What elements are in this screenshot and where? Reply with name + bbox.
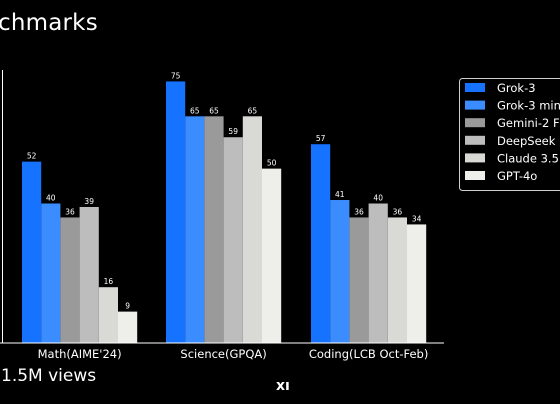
bar-gpt-4o-2 [407,224,427,343]
bar-value-label: 36 [354,207,364,216]
bar-deepseek-1 [223,137,243,343]
bar-grok-3-mini-0 [41,203,61,343]
legend-swatch [465,83,485,92]
legend: Grok-3 Grok-3 mini Gemini-2 F DeepSeek Claud… [459,78,560,191]
category-label: Science(GPQA) [180,347,266,361]
bar-value-label: 65 [248,106,258,115]
legend-swatch [465,171,485,180]
bar-value-label: 16 [104,277,114,286]
legend-swatch [465,153,485,163]
category-label: Math(AIME'24) [38,347,122,361]
xai-logo: xı [276,378,290,394]
bar-gpt-4o-1 [262,168,282,343]
bar-value-label: 40 [373,194,383,203]
bar-grok-3-0 [22,161,42,343]
bar-value-label: 52 [27,152,37,161]
bar-gemini-2-f-2 [349,217,369,343]
category-labels: Math(AIME'24) Science(GPQA) Coding(LCB Oct… [38,347,429,361]
bar-value-labels: 52 40 36 39 16 9 75 65 65 59 65 50 57 41 36 40 36 34 [27,71,422,310]
category-label: Coding(LCB Oct-Feb) [309,347,429,361]
bar-grok-3-mini-1 [185,116,205,343]
legend-label: Claude 3.5 [497,151,559,165]
view-count: 1.5M views [1,366,97,386]
bar-value-label: 36 [393,207,403,216]
bar-value-label: 65 [209,106,219,115]
bar-value-label: 40 [46,194,56,203]
legend-swatch [465,135,485,145]
bar-value-label: 65 [190,106,200,115]
legend-label: Grok-3 [497,81,536,95]
bar-claude-3-5-2 [387,217,407,343]
chart-title: chmarks [0,10,98,36]
bar-value-label: 75 [171,71,181,80]
bar-gpt-4o-0 [118,311,138,343]
bar-deepseek-0 [79,206,99,343]
bar-grok-3-1 [166,81,186,343]
bar-value-label: 39 [84,197,94,206]
legend-label: DeepSeek [497,134,556,148]
bar-deepseek-2 [368,203,388,343]
bar-gemini-2-f-1 [204,116,224,343]
bar-value-label: 36 [65,207,75,216]
legend-swatch [465,118,485,128]
legend-label: Grok-3 mini [497,99,560,113]
bar-value-label: 50 [267,159,277,168]
bar-grok-3-mini-2 [330,200,350,343]
bar-gemini-2-f-0 [60,217,80,343]
bar-value-label: 41 [335,190,345,199]
bar-value-label: 57 [316,134,326,143]
bar-value-label: 59 [228,127,238,136]
bar-value-label: 34 [412,214,422,223]
bar-claude-3-5-1 [242,116,262,343]
bar-claude-3-5-0 [98,287,118,343]
legend-label: Gemini-2 F [497,116,560,130]
legend-swatch [465,100,485,110]
legend-label: GPT-4o [497,169,537,183]
bar-grok-3-2 [311,144,331,343]
bars-layer [22,81,427,343]
bar-value-label: 9 [125,302,130,311]
